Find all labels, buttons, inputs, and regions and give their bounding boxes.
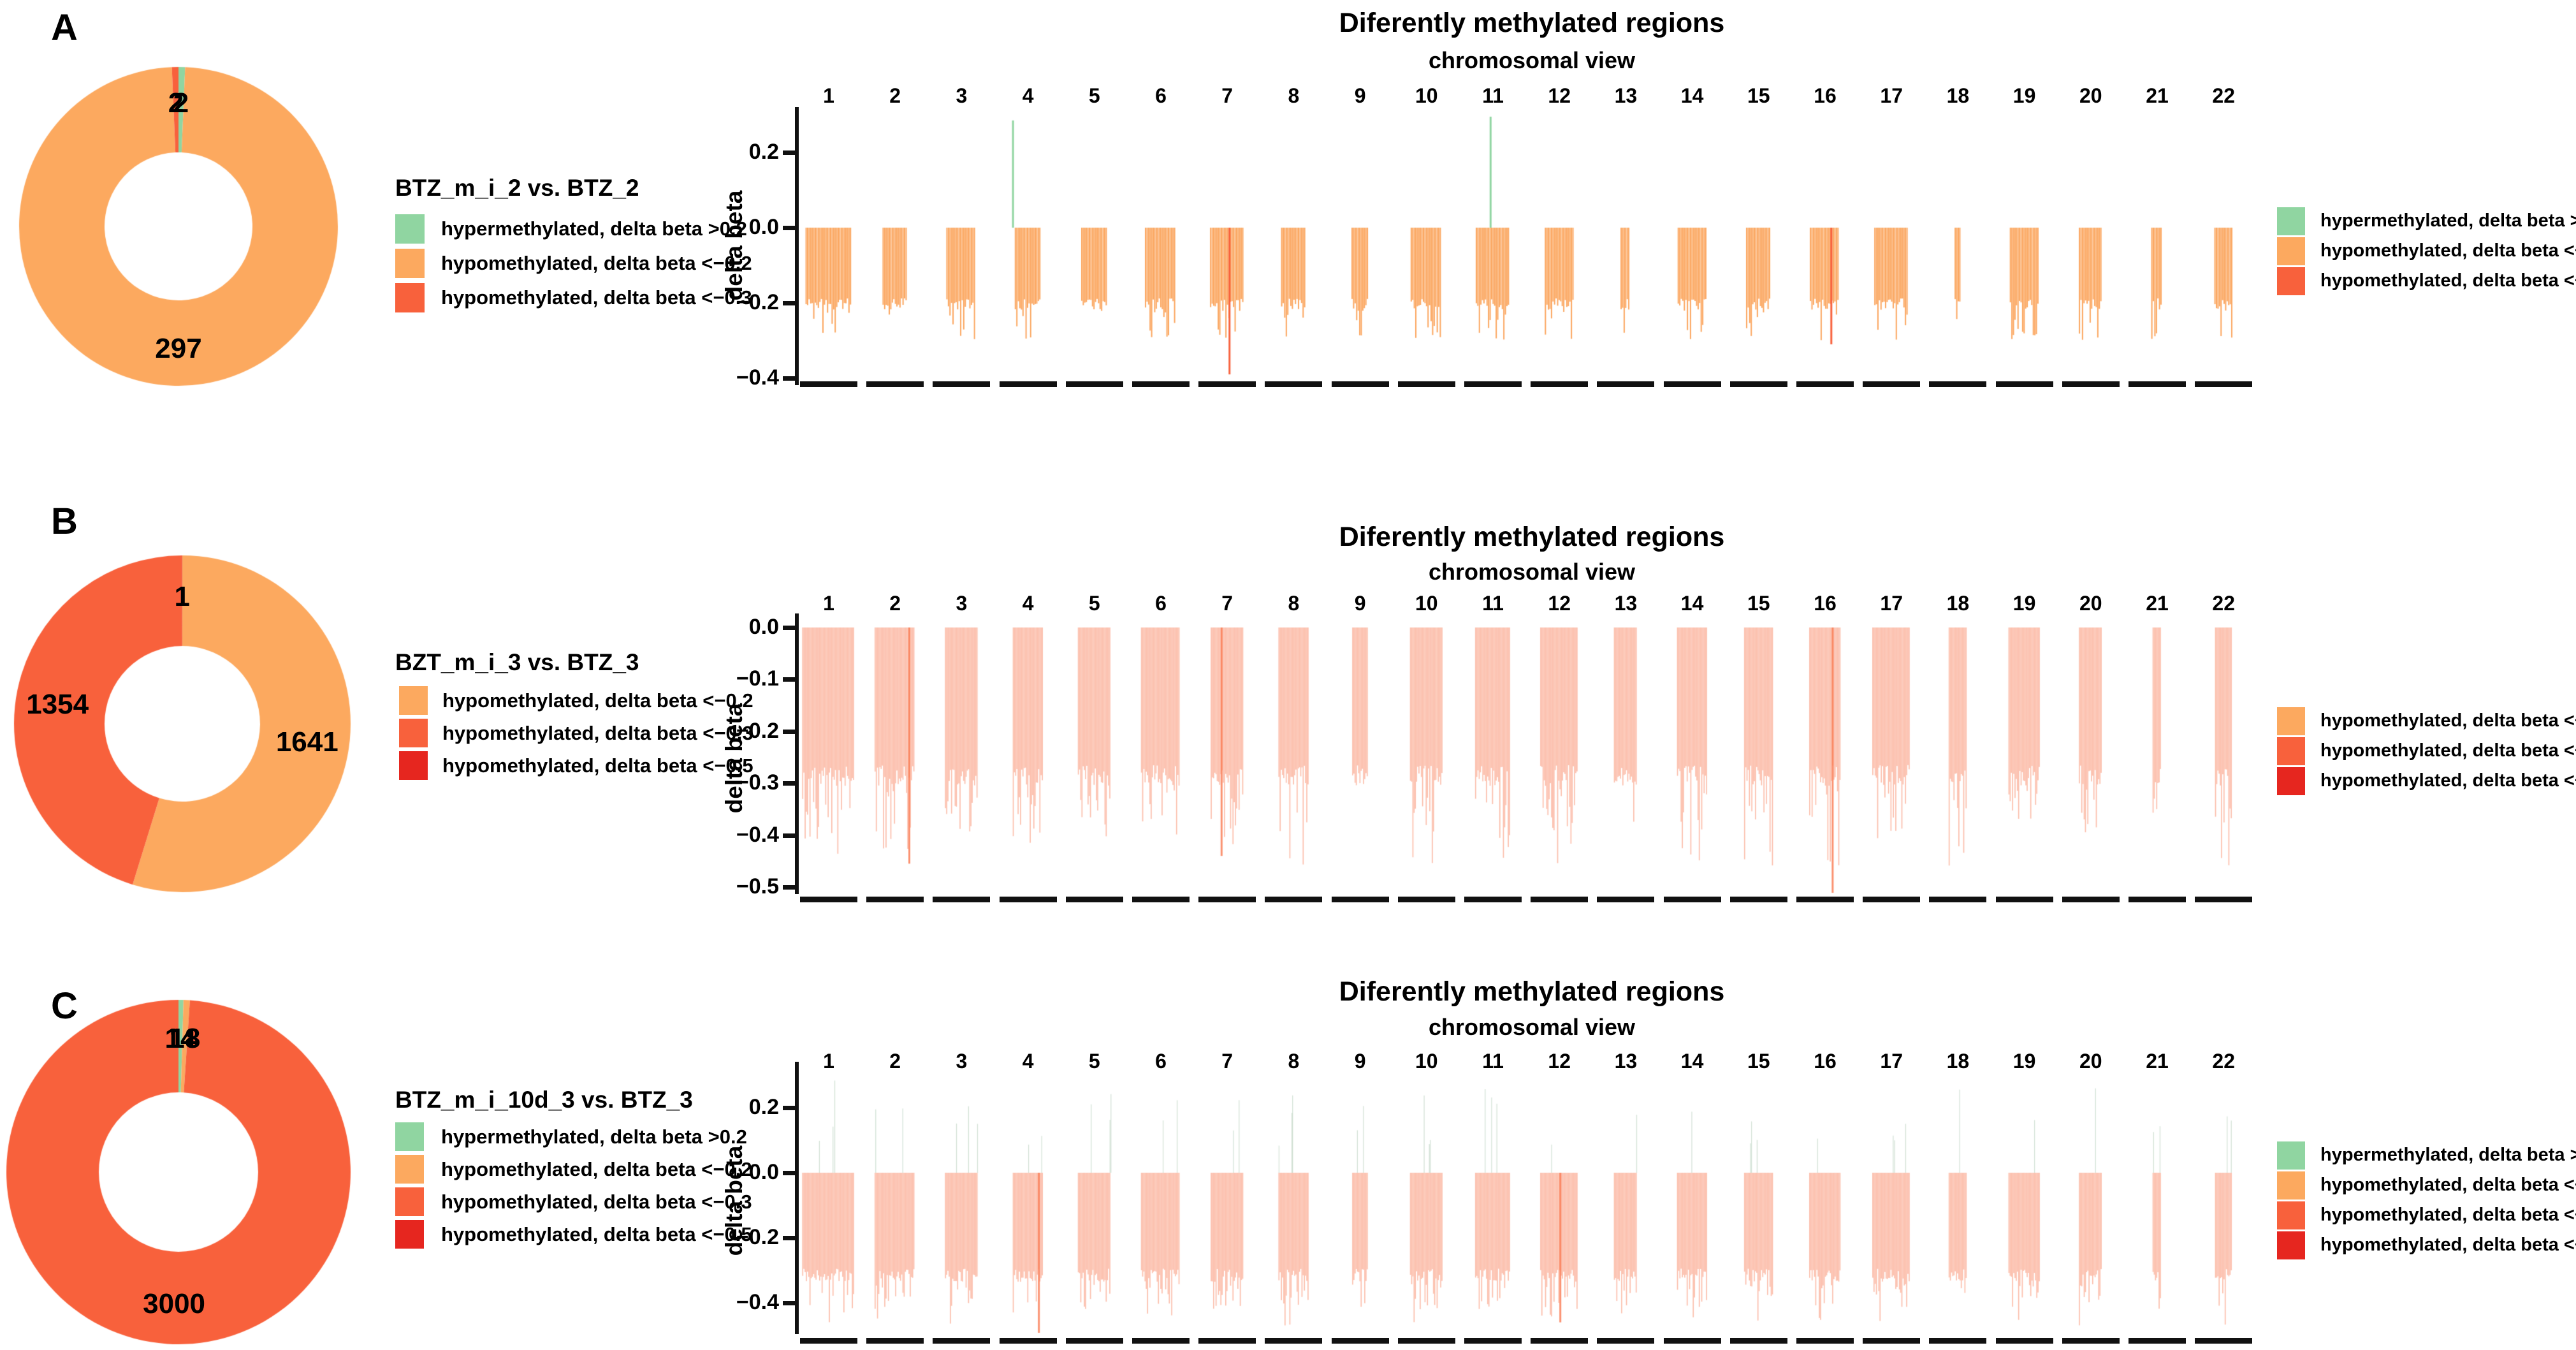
legend-item-label: hypomethylated, delta beta <−0.3 — [2320, 1205, 2576, 1225]
chart-title-c: Diferently methylated regions — [1339, 976, 1725, 1007]
y-tick-label: 0.0 — [748, 1160, 779, 1184]
legend-swatch — [395, 1155, 424, 1184]
legend-swatch — [395, 214, 425, 244]
legend-item-label: hypomethylated, delta beta <−0.5 — [2320, 770, 2576, 791]
legend-item-label: hypomethylated, delta beta <−0.3 — [441, 286, 752, 309]
legend-swatch — [2277, 1201, 2305, 1229]
donut-count-label: 1354 — [26, 688, 89, 720]
legend-swatch — [395, 283, 425, 312]
legend-swatch — [2277, 707, 2305, 735]
donut-chart-canvas — [15, 63, 342, 390]
y-tick-mark — [783, 1171, 795, 1175]
y-tick-mark — [783, 150, 795, 155]
y-tick-label: −0.4 — [736, 822, 779, 847]
chart-title-a: Diferently methylated regions — [1339, 8, 1725, 38]
y-tick-mark — [783, 226, 795, 230]
legend-swatch — [395, 1187, 424, 1216]
donut-count-label: 2 — [173, 87, 189, 119]
donut-count-label: 3000 — [143, 1288, 206, 1319]
legend-item-label: hypomethylated, delta beta <−0.2 — [2320, 240, 2576, 261]
y-tick-mark — [783, 729, 795, 734]
donut-count-label: 297 — [155, 332, 202, 364]
donut-chart-canvas — [3, 996, 354, 1348]
legend-swatch — [2277, 767, 2305, 795]
legend-item-label: hypomethylated, delta beta <−0.5 — [2320, 1235, 2576, 1255]
legend-item-label: hypermethylated, delta beta >0.2 — [441, 1125, 747, 1148]
legend-item-label: hypomethylated, delta beta <−0.3 — [2320, 740, 2576, 761]
y-tick-label: 0.0 — [748, 215, 779, 239]
y-tick-label: −0.3 — [736, 770, 779, 795]
legend-swatch — [2277, 737, 2305, 765]
legend-swatch — [2277, 267, 2305, 295]
legend-item-label: hypermethylated, delta beta >0.2 — [441, 217, 747, 240]
y-tick-mark — [783, 301, 795, 305]
y-tick-mark — [783, 1236, 795, 1240]
axis-line — [795, 1062, 799, 1334]
legend-swatch — [395, 1122, 424, 1151]
axis-line — [795, 613, 799, 894]
y-tick-mark — [783, 1301, 795, 1305]
y-tick-mark — [783, 677, 795, 682]
legend-item-label: hypomethylated, delta beta <−0.2 — [441, 252, 752, 274]
legend-title-c: BTZ_m_i_10d_3 vs. BTZ_3 — [395, 1087, 693, 1113]
chart-title-b: Diferently methylated regions — [1339, 522, 1725, 552]
y-tick-mark — [783, 833, 795, 838]
legend-swatch — [2277, 207, 2305, 235]
legend-swatch — [399, 686, 428, 715]
legend-item-label: hypomethylated, delta beta <−0.2 — [441, 1157, 752, 1180]
y-tick-label: 0.2 — [748, 1095, 779, 1119]
chart-subtitle-a: chromosomal view — [1428, 47, 1636, 73]
y-tick-label: 0.2 — [748, 140, 779, 164]
axis-line — [795, 107, 799, 385]
donut-chart-canvas — [10, 552, 354, 896]
y-tick-label: −0.2 — [736, 718, 779, 743]
legend-swatch — [399, 751, 428, 780]
legend-swatch — [2277, 1231, 2305, 1259]
legend-item-label: hypomethylated, delta beta <−0.3 — [2320, 270, 2576, 291]
y-tick-label: −0.1 — [736, 666, 779, 691]
chart-subtitle-b: chromosomal view — [1428, 559, 1636, 585]
y-tick-label: 0.0 — [748, 615, 779, 639]
legend-item-label: hypomethylated, delta beta <−0.5 — [442, 754, 753, 777]
y-tick-label: −0.4 — [736, 1290, 779, 1314]
legend-swatch — [2277, 237, 2305, 265]
y-tick-mark — [783, 885, 795, 890]
legend-item-label: hypomethylated, delta beta <−0.5 — [441, 1222, 752, 1245]
legend-item-label: hypomethylated, delta beta <−0.3 — [441, 1190, 752, 1213]
y-tick-mark — [783, 781, 795, 786]
legend-swatch — [395, 249, 425, 278]
legend-item-label: hypomethylated, delta beta <−0.3 — [442, 721, 753, 744]
legend-swatch — [2277, 1171, 2305, 1200]
legend-swatch — [399, 719, 428, 747]
legend-item-label: hypermethylated, delta beta >0.2 — [2320, 1145, 2576, 1165]
legend-item-label: hypomethylated, delta beta <−0.2 — [2320, 710, 2576, 731]
y-tick-label: −0.2 — [736, 290, 779, 314]
panel-a-label: A — [51, 7, 78, 48]
dmr-bars-canvas — [799, 603, 2278, 921]
donut-count-label: 14 — [164, 1023, 196, 1055]
y-tick-label: −0.4 — [736, 365, 779, 390]
dmr-bars-canvas — [799, 1049, 2278, 1344]
y-tick-mark — [783, 376, 795, 381]
donut-count-label: 1 — [174, 581, 191, 612]
donut-count-label: 18 — [169, 1023, 201, 1055]
chart-subtitle-c: chromosomal view — [1428, 1014, 1636, 1040]
legend-item-label: hypomethylated, delta beta <−0.2 — [442, 689, 753, 712]
dmr-bars-canvas — [799, 83, 2278, 408]
donut-count-label: 1641 — [275, 726, 338, 758]
y-tick-label: −0.2 — [736, 1225, 779, 1249]
panel-b-label: B — [51, 501, 78, 542]
legend-swatch — [2277, 1141, 2305, 1170]
legend-swatch — [395, 1220, 424, 1249]
legend-title-a: BTZ_m_i_2 vs. BTZ_2 — [395, 175, 639, 201]
y-tick-mark — [783, 626, 795, 630]
donut-count-label: 2 — [168, 87, 184, 119]
y-tick-label: −0.5 — [736, 874, 779, 899]
y-tick-mark — [783, 1106, 795, 1110]
legend-item-label: hypermethylated, delta beta >0.2 — [2320, 210, 2576, 231]
legend-item-label: hypomethylated, delta beta <−0.2 — [2320, 1175, 2576, 1195]
legend-title-b: BZT_m_i_3 vs. BTZ_3 — [395, 649, 639, 675]
